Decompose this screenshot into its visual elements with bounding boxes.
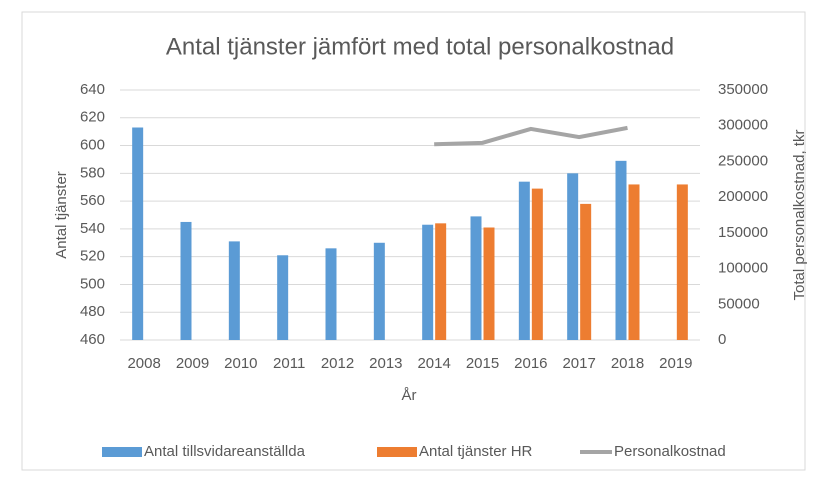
bar: [132, 127, 144, 340]
y2-tick-label: 250000: [718, 152, 768, 169]
bar: [228, 241, 240, 340]
x-tick-label: 2010: [224, 355, 257, 372]
legend-label: Antal tillsvidareanställda: [144, 443, 306, 460]
legend-swatch: [377, 447, 417, 457]
x-tick-label: 2019: [659, 355, 692, 372]
y2-tick-label: 300000: [718, 117, 768, 134]
line: [434, 125, 628, 147]
legend-label: Antal tjänster HR: [419, 443, 533, 460]
x-tick-label: 2016: [514, 355, 547, 372]
bar: [628, 184, 640, 340]
x-axis-label: År: [402, 387, 417, 404]
bar: [277, 255, 289, 340]
y-axis-label: Antal tjänster: [53, 171, 70, 259]
y2-tick-label: 150000: [718, 224, 768, 241]
bar: [373, 242, 385, 340]
bar: [470, 216, 482, 340]
x-tick-label: 2018: [611, 355, 644, 372]
x-tick-label: 2017: [562, 355, 595, 372]
x-tick-label: 2015: [466, 355, 499, 372]
y-tick-label: 640: [80, 81, 105, 98]
y2-tick-label: 50000: [718, 295, 760, 312]
chart-frame: [21, 11, 806, 471]
legend-label: Personalkostnad: [614, 443, 726, 460]
y-tick-label: 540: [80, 220, 105, 237]
bar: [567, 173, 579, 340]
x-tick-label: 2014: [417, 355, 450, 372]
y-tick-label: 460: [80, 331, 105, 348]
bar: [676, 184, 688, 340]
y2-tick-label: 200000: [718, 188, 768, 205]
y2-tick-label: 100000: [718, 260, 768, 277]
x-tick-label: 2013: [369, 355, 402, 372]
bar: [435, 223, 447, 340]
bar: [518, 181, 530, 340]
y2-tick-label: 0: [718, 331, 726, 348]
bar: [580, 203, 592, 340]
bar: [422, 224, 434, 340]
bar: [483, 227, 495, 340]
x-tick-label: 2011: [273, 355, 305, 372]
bar: [180, 221, 192, 340]
bar: [531, 188, 543, 340]
y-tick-label: 580: [80, 164, 105, 181]
x-tick-label: 2008: [127, 355, 160, 372]
bar: [615, 160, 627, 340]
legend-swatch: [102, 447, 142, 457]
y-tick-label: 520: [80, 248, 105, 265]
y-tick-label: 600: [80, 137, 105, 154]
x-tick-label: 2012: [321, 355, 354, 372]
bar: [325, 248, 337, 340]
chart-title: Antal tjänster jämfört med total persona…: [166, 33, 674, 60]
x-tick-label: 2009: [176, 355, 209, 372]
y-tick-label: 620: [80, 109, 105, 126]
y-tick-label: 500: [80, 275, 105, 292]
y-tick-label: 480: [80, 303, 105, 320]
y2-tick-label: 350000: [718, 81, 768, 98]
y-tick-label: 560: [80, 192, 105, 209]
y2-axis-label: Total personalkostnad, tkr: [791, 130, 808, 301]
